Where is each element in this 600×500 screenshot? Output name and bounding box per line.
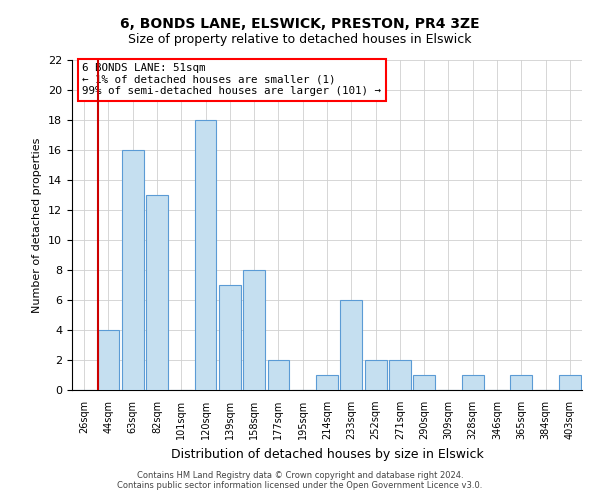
- X-axis label: Distribution of detached houses by size in Elswick: Distribution of detached houses by size …: [170, 448, 484, 460]
- Bar: [194, 120, 217, 390]
- Bar: [511, 375, 532, 390]
- Bar: [316, 375, 338, 390]
- Bar: [340, 300, 362, 390]
- Bar: [559, 375, 581, 390]
- Bar: [243, 270, 265, 390]
- Bar: [268, 360, 289, 390]
- Bar: [146, 195, 168, 390]
- Text: Size of property relative to detached houses in Elswick: Size of property relative to detached ho…: [128, 32, 472, 46]
- Bar: [389, 360, 411, 390]
- Bar: [413, 375, 435, 390]
- Bar: [97, 330, 119, 390]
- Bar: [122, 150, 143, 390]
- Bar: [462, 375, 484, 390]
- Text: 6, BONDS LANE, ELSWICK, PRESTON, PR4 3ZE: 6, BONDS LANE, ELSWICK, PRESTON, PR4 3ZE: [120, 18, 480, 32]
- Bar: [365, 360, 386, 390]
- Bar: [219, 285, 241, 390]
- Y-axis label: Number of detached properties: Number of detached properties: [32, 138, 43, 312]
- Text: 6 BONDS LANE: 51sqm
← 1% of detached houses are smaller (1)
99% of semi-detached: 6 BONDS LANE: 51sqm ← 1% of detached hou…: [82, 64, 381, 96]
- Text: Contains HM Land Registry data © Crown copyright and database right 2024.
Contai: Contains HM Land Registry data © Crown c…: [118, 470, 482, 490]
